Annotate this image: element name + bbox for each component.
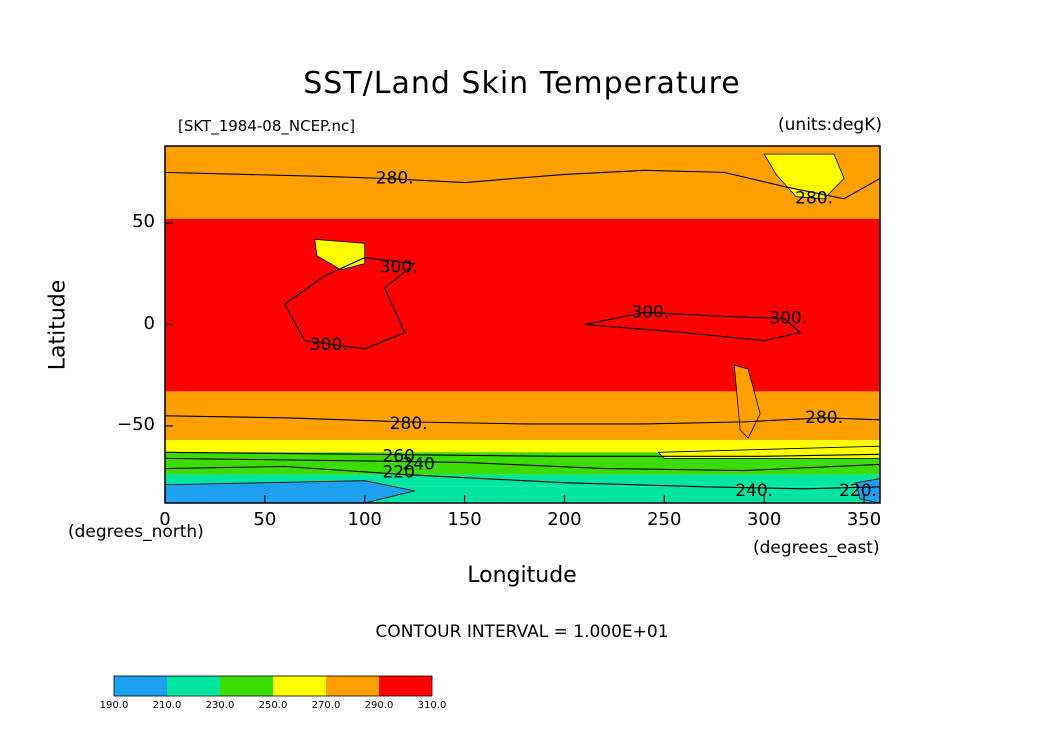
colorbar-label-5: 290.0 (364, 700, 394, 711)
colorbar-swatch-0 (114, 676, 167, 696)
x-tick-label-250: 250 (647, 509, 682, 530)
contour-label-10: 220 (382, 463, 414, 483)
x-tick-label-150: 150 (447, 509, 482, 530)
colorbar-swatch-5 (379, 676, 432, 696)
contour-label-6: 280. (390, 414, 428, 434)
band-south-cold (165, 391, 880, 441)
colorbar-frame (113, 675, 433, 697)
dataset-filename: [SKT_1984-08_NCEP.nc] (178, 117, 356, 135)
contour-label-0: 280. (376, 168, 414, 188)
contour-label-4: 300. (631, 302, 669, 322)
colorbar-swatch-3 (273, 676, 326, 696)
x-tick-label-200: 200 (547, 509, 582, 530)
contour-280-north (164, 169, 881, 200)
contour-label-5: 300. (769, 308, 807, 328)
colorbar-swatch-4 (326, 676, 379, 696)
x-tick-label-350: 350 (846, 509, 882, 530)
andes-orange (733, 364, 761, 439)
band-north-cold (165, 146, 880, 220)
contour-label-3: 300. (310, 335, 348, 355)
contour-interval-label: CONTOUR INTERVAL = 1.000E+01 (375, 622, 669, 642)
antarctic-blue-west (164, 480, 415, 504)
x-tick-label-100: 100 (347, 509, 382, 530)
contour-label-11: 240. (735, 481, 773, 501)
colorbar-swatch-2 (220, 676, 273, 696)
band-tropics (165, 219, 880, 392)
contour-label-1: 280. (795, 189, 833, 209)
contour-label-9: 240 (402, 454, 434, 474)
y-tick-label-50: 50 (132, 211, 155, 233)
x-tick-label-300: 300 (746, 509, 782, 530)
colorbar-label-0: 190.0 (99, 700, 129, 711)
y-axis-units: (degrees_north) (68, 522, 204, 542)
y-tick-label-0: 0 (143, 312, 155, 334)
y-tick-label--50: −50 (117, 413, 155, 435)
x-tick-label-0: 0 (159, 509, 171, 530)
contour-220 (164, 465, 881, 490)
x-tick-label-50: 50 (253, 509, 277, 530)
colorbar-label-1: 210.0 (152, 700, 182, 711)
chart-title: SST/Land Skin Temperature (303, 66, 741, 101)
x-axis-label: Longitude (467, 563, 577, 588)
band-yellow-south (165, 440, 880, 453)
colorbar-label-2: 230.0 (205, 700, 235, 711)
contour-label-7: 280. (805, 408, 843, 428)
contour-300-west (284, 256, 417, 350)
contour-label-12: 220. (839, 481, 877, 501)
colorbar-label-4: 270.0 (311, 700, 341, 711)
contour-label-8: 260 (382, 446, 414, 466)
contour-260 (164, 451, 881, 457)
colorbar-label-3: 250.0 (258, 700, 288, 711)
contour-label-2: 300. (380, 258, 418, 278)
colorbar-swatch-1 (167, 676, 220, 696)
contour-280-south (164, 415, 881, 425)
greenland-yellow (763, 153, 845, 200)
tibet-yellow (314, 238, 366, 271)
x-axis-units: (degrees_east) (753, 538, 880, 558)
contour-240 (164, 457, 881, 472)
units-label: (units:degK) (778, 115, 882, 135)
contour-300-east (584, 311, 802, 342)
colorbar-label-6: 310.0 (417, 700, 447, 711)
